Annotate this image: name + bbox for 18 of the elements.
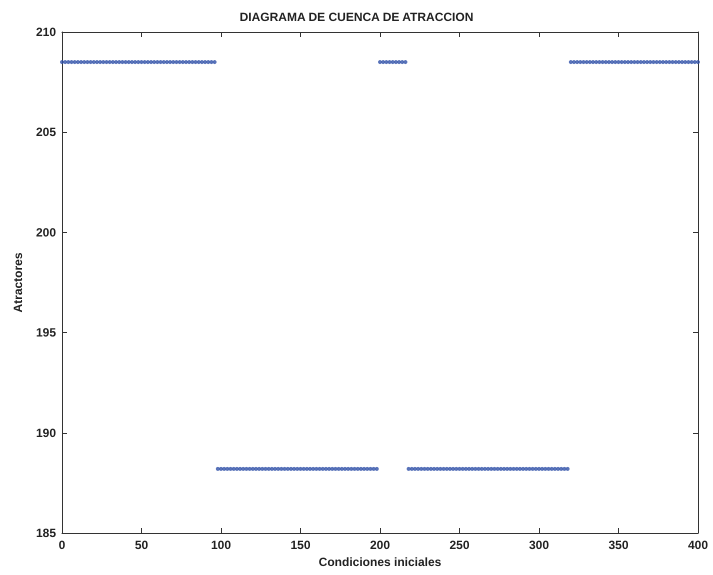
x-tick-label: 400 bbox=[688, 538, 708, 552]
x-tick-label: 300 bbox=[528, 538, 550, 552]
chart-title: DIAGRAMA DE CUENCA DE ATRACCION bbox=[240, 10, 474, 24]
x-tick-label: 150 bbox=[290, 538, 311, 552]
y-tick-label: 200 bbox=[36, 225, 56, 240]
x-tick-label: 200 bbox=[370, 538, 390, 552]
x-tick-label: 50 bbox=[134, 538, 148, 552]
x-tick-label: 100 bbox=[210, 538, 232, 552]
y-tick-label: 190 bbox=[36, 426, 56, 440]
x-axis-title: Condiciones iniciales bbox=[318, 554, 442, 569]
y-tick-label: 195 bbox=[36, 326, 56, 340]
x-tick-label: 250 bbox=[449, 538, 470, 552]
x-tick-label: 350 bbox=[608, 538, 629, 552]
y-tick-label: 185 bbox=[36, 526, 56, 540]
x-tick-label: 0 bbox=[58, 538, 66, 552]
y-tick-label: 210 bbox=[36, 25, 56, 39]
y-tick-label: 205 bbox=[36, 125, 56, 140]
y-axis-title: Atractores bbox=[11, 252, 25, 313]
